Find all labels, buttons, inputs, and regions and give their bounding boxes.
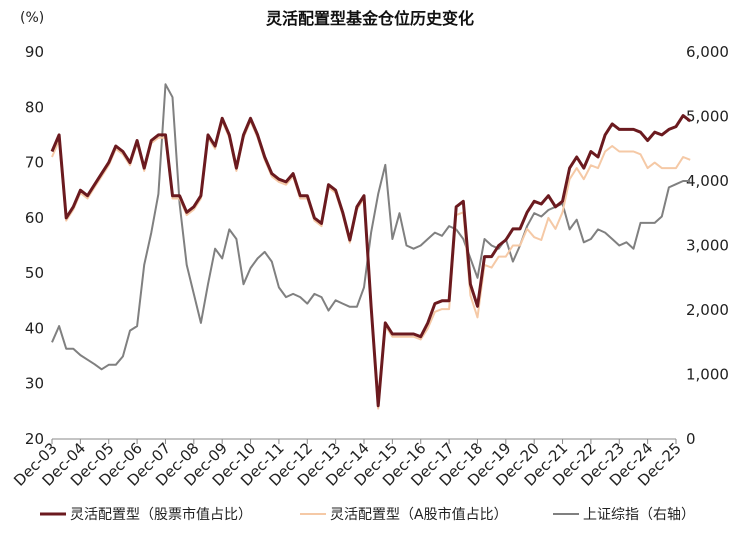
right-tick-label: 3,000 [686, 237, 729, 255]
right-tick-label: 6,000 [686, 43, 729, 61]
right-tick-label: 1,000 [686, 366, 729, 384]
left-axis-ticks: 20 30 40 50 60 70 80 90 [25, 43, 44, 448]
legend-label-a-share-ratio: 灵活配置型（A股市值占比） [330, 506, 508, 523]
left-axis-unit: (%) [20, 10, 44, 26]
right-axis-ticks: 0 1,000 2,000 3,000 4,000 5,000 6,000 [686, 43, 729, 448]
right-tick-label: 0 [686, 430, 696, 448]
x-axis-ticks: Dec-03Dec-04Dec-05Dec-06Dec-07Dec-08Dec-… [10, 439, 685, 490]
chart-title: 灵活配置型基金仓位历史变化 [266, 9, 474, 28]
right-tick-label: 4,000 [686, 172, 729, 190]
legend-label-sse: 上证综指（右轴） [583, 507, 695, 523]
legend-item-stock-ratio: 灵活配置型（股票市值占比） [40, 506, 252, 523]
series-lines [50, 83, 692, 410]
left-tick-label: 30 [25, 375, 44, 393]
left-tick-label: 50 [25, 264, 44, 282]
right-tick-label: 5,000 [686, 108, 729, 126]
series-line-a-share-ratio [51, 120, 691, 410]
legend-label-stock-ratio: 灵活配置型（股票市值占比） [70, 506, 252, 523]
series-line-sse [51, 83, 691, 371]
left-tick-label: 70 [25, 154, 44, 172]
right-tick-label: 2,000 [686, 301, 729, 319]
left-tick-label: 60 [25, 209, 44, 227]
left-tick-label: 90 [25, 43, 44, 61]
left-tick-label: 80 [25, 98, 44, 116]
left-tick-label: 20 [25, 430, 44, 448]
legend: 灵活配置型（股票市值占比） 灵活配置型（A股市值占比） 上证综指（右轴） [40, 506, 695, 523]
series-line-stock-ratio [50, 114, 692, 408]
legend-item-a-share-ratio: 灵活配置型（A股市值占比） [300, 506, 508, 523]
legend-item-sse: 上证综指（右轴） [553, 507, 695, 523]
left-tick-label: 40 [25, 319, 44, 337]
